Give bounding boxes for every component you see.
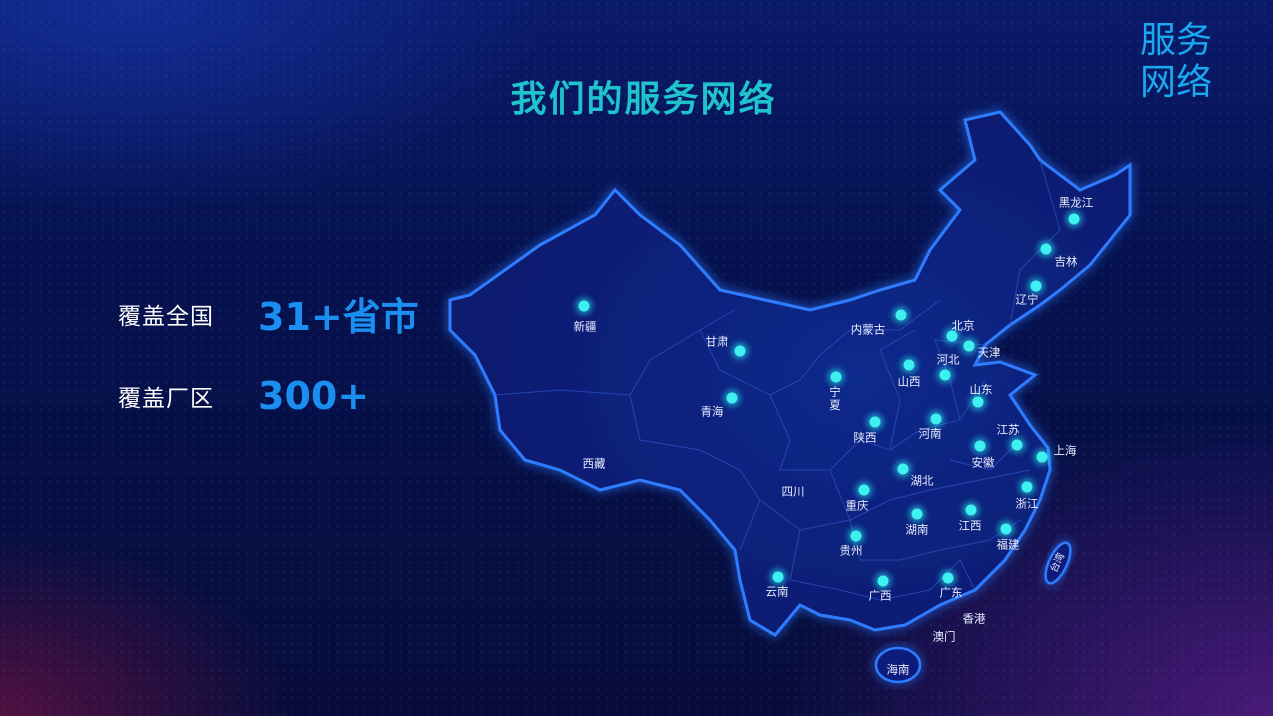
location-dot[interactable]: [1021, 481, 1033, 493]
location-dot[interactable]: [1011, 439, 1023, 451]
location-dot[interactable]: [869, 416, 881, 428]
province-label: 陕西: [853, 430, 877, 445]
stat-label: 覆盖厂区: [118, 386, 214, 412]
location-dot[interactable]: [830, 371, 842, 383]
hainan-island: [874, 646, 922, 684]
province-label: 广西: [868, 588, 892, 603]
province-label: 湖北: [910, 473, 934, 488]
province-label: 四川: [781, 484, 805, 499]
province-label: 湖南: [905, 522, 929, 537]
province-label: 云南: [765, 584, 789, 599]
province-label: 甘肃: [705, 334, 729, 349]
province-label: 浙江: [1015, 496, 1039, 511]
location-dot[interactable]: [1068, 213, 1080, 225]
province-label: 江苏: [996, 422, 1020, 437]
location-dot[interactable]: [946, 330, 958, 342]
location-dot[interactable]: [974, 440, 986, 452]
location-dot[interactable]: [1000, 523, 1012, 535]
province-label: 海南: [886, 662, 910, 677]
province-label: 内蒙古: [850, 322, 886, 337]
location-dot[interactable]: [877, 575, 889, 587]
province-label: 山西: [897, 374, 921, 389]
location-dot[interactable]: [942, 572, 954, 584]
location-dot[interactable]: [895, 309, 907, 321]
location-dot[interactable]: [1030, 280, 1042, 292]
province-label: 江西: [958, 518, 982, 533]
province-label: 福建: [996, 537, 1020, 552]
location-dot[interactable]: [930, 413, 942, 425]
province-label: 吉林: [1054, 254, 1078, 269]
location-dot[interactable]: [897, 463, 909, 475]
location-dot[interactable]: [965, 504, 977, 516]
corner-section-label: 服务网络: [1140, 20, 1213, 103]
province-label: 新疆: [573, 319, 597, 334]
province-label: 宁 夏: [829, 385, 841, 412]
province-label: 北京: [951, 318, 975, 333]
stat-factories: 覆盖厂区 300+: [118, 374, 369, 418]
location-dot[interactable]: [1040, 243, 1052, 255]
location-dot[interactable]: [903, 359, 915, 371]
location-dot[interactable]: [772, 571, 784, 583]
province-label: 香港: [962, 611, 986, 626]
location-dot[interactable]: [911, 508, 923, 520]
province-label: 黑龙江: [1058, 195, 1094, 210]
province-label: 广东: [939, 585, 963, 600]
province-label: 澳门: [932, 629, 956, 644]
stat-value: 300+: [258, 374, 370, 418]
location-dot[interactable]: [858, 484, 870, 496]
location-dot[interactable]: [972, 396, 984, 408]
taiwan-island: [1044, 541, 1072, 585]
location-dot[interactable]: [963, 340, 975, 352]
location-dot[interactable]: [726, 392, 738, 404]
province-label: 河南: [918, 426, 942, 441]
location-dot[interactable]: [578, 300, 590, 312]
stat-provinces: 覆盖全国 31+省市: [118, 286, 419, 341]
province-label: 重庆: [845, 498, 869, 513]
china-mainland-outline: [448, 110, 1132, 637]
province-label: 山东: [969, 382, 993, 397]
province-label: 青海: [700, 404, 724, 419]
location-dot[interactable]: [939, 369, 951, 381]
province-borders: [494, 159, 1061, 601]
location-dot[interactable]: [850, 530, 862, 542]
location-dot[interactable]: [734, 345, 746, 357]
stat-value: 31+省市: [258, 295, 419, 339]
province-label: 辽宁: [1015, 292, 1039, 307]
province-label: 西藏: [582, 456, 606, 471]
stat-label: 覆盖全国: [118, 303, 214, 330]
province-label: 安徽: [971, 455, 995, 470]
province-label: 天津: [977, 345, 1001, 360]
location-dot[interactable]: [1036, 451, 1048, 463]
page-title: 我们的服务网络: [510, 79, 777, 120]
province-label: 河北: [936, 352, 960, 367]
province-label: 上海: [1053, 443, 1077, 458]
province-label: 贵州: [839, 543, 863, 558]
